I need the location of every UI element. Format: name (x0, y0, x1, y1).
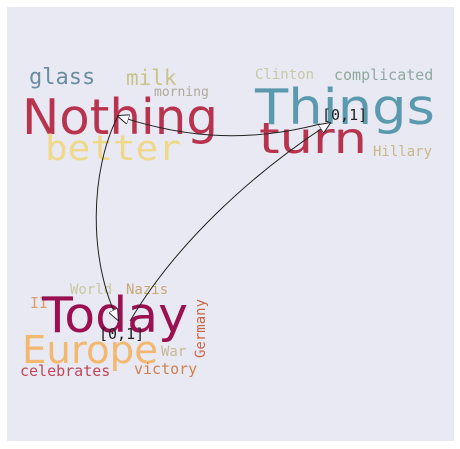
edges (95, 115, 330, 322)
word-ii: II (30, 294, 48, 312)
cluster-bottom-left: World Nazis II Today Germany Europe War … (20, 282, 209, 380)
cluster-top-right: Clinton complicated Things turn Hillary … (254, 66, 435, 164)
word-milk: milk (126, 66, 177, 90)
word-glass: glass (29, 65, 95, 90)
word-better: better (45, 129, 181, 169)
node-label-bottom-left: [0,1] (99, 325, 144, 343)
word-things: Things (254, 79, 435, 136)
word-nazis: Nazis (126, 282, 168, 298)
edge-bottom-left-to-top-right (129, 123, 330, 322)
word-war: War (161, 344, 186, 360)
node-label-top-right: [0,1] (322, 106, 367, 124)
word-germany: Germany (193, 299, 209, 358)
word-complicated: complicated (334, 66, 433, 84)
word-turn: turn (259, 114, 367, 164)
cluster-top-left: glass milk morning Nothing better (22, 65, 218, 169)
word-morning: morning (154, 85, 209, 100)
word-celebrates: celebrates (20, 362, 110, 380)
word-clinton: Clinton (255, 67, 314, 83)
diagram-canvas (7, 7, 454, 441)
word-world: World (70, 282, 112, 298)
edge-top-left-to-bottom-left (95, 115, 118, 320)
word-victory: victory (134, 360, 197, 378)
edge-top-right-to-top-left (118, 116, 321, 137)
word-hillary: Hillary (373, 144, 432, 160)
word-europe: Europe (22, 328, 158, 372)
